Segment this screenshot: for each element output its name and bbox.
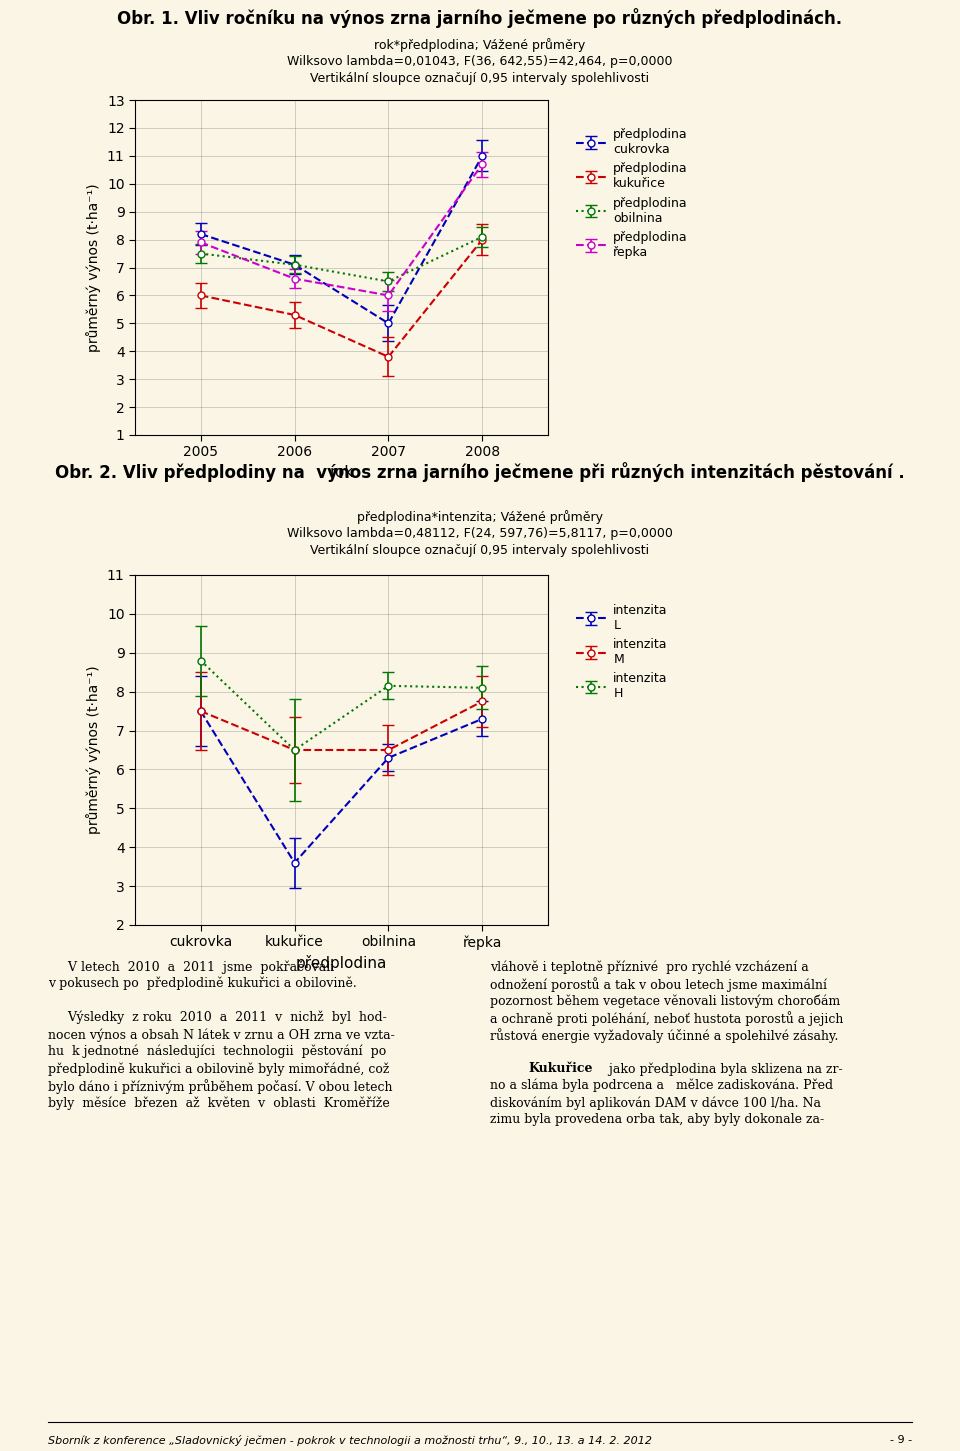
- Text: Wilksovo lambda=0,48112, F(24, 597,76)=5,8117, p=0,0000: Wilksovo lambda=0,48112, F(24, 597,76)=5…: [287, 527, 673, 540]
- Text: no a sláma byla podrcena a   mělce zadiskována. Před: no a sláma byla podrcena a mělce zadisko…: [490, 1080, 833, 1093]
- Text: diskováním byl aplikován DAM v dávce 100 l/ha. Na: diskováním byl aplikován DAM v dávce 100…: [490, 1096, 821, 1110]
- Text: zimu byla provedena orba tak, aby byly dokonale za-: zimu byla provedena orba tak, aby byly d…: [490, 1113, 824, 1126]
- Text: Obr. 2. Vliv předplodiny na  výnos zrna jarního ječmene při různých intenzitách : Obr. 2. Vliv předplodiny na výnos zrna j…: [55, 461, 905, 482]
- X-axis label: předplodina: předplodina: [296, 955, 387, 972]
- Text: jako předplodina byla sklizena na zr-: jako předplodina byla sklizena na zr-: [605, 1062, 843, 1075]
- Text: předplodina*intenzita; Vážené průměry: předplodina*intenzita; Vážené průměry: [357, 509, 603, 524]
- Text: - 9 -: - 9 -: [890, 1435, 912, 1445]
- Text: a ochraně proti poléhání, neboť hustota porostů a jejich: a ochraně proti poléhání, neboť hustota …: [490, 1011, 844, 1026]
- Text: bylo dáno i příznivým průběhem počasí. V obou letech: bylo dáno i příznivým průběhem počasí. V…: [48, 1080, 393, 1094]
- Text: nocen výnos a obsah N látek v zrnu a OH zrna ve vzta-: nocen výnos a obsah N látek v zrnu a OH …: [48, 1027, 395, 1042]
- Text: odnožení porostů a tak v obou letech jsme maximální: odnožení porostů a tak v obou letech jsm…: [490, 977, 827, 992]
- Text: Vertikální sloupce označují 0,95 intervaly spolehlivosti: Vertikální sloupce označují 0,95 interva…: [310, 544, 650, 557]
- Text: rok*předplodina; Vážené průměry: rok*předplodina; Vážené průměry: [374, 38, 586, 52]
- Text: v pokusech po  předplodině kukuřici a obilovině.: v pokusech po předplodině kukuřici a obi…: [48, 977, 357, 991]
- Text: Wilksovo lambda=0,01043, F(36, 642,55)=42,464, p=0,0000: Wilksovo lambda=0,01043, F(36, 642,55)=4…: [287, 55, 673, 68]
- Text: pozornost během vegetace věnovali listovým choroбám: pozornost během vegetace věnovali listov…: [490, 994, 840, 1007]
- Y-axis label: průměrný výnos (t·ha⁻¹): průměrný výnos (t·ha⁻¹): [86, 666, 101, 834]
- X-axis label: rok: rok: [329, 464, 353, 480]
- Text: Obr. 1. Vliv ročníku na výnos zrna jarního ječmene po různých předplodinách.: Obr. 1. Vliv ročníku na výnos zrna jarní…: [117, 9, 843, 28]
- Text: byly  měsíce  březen  až  květen  v  oblasti  Kroměříže: byly měsíce březen až květen v oblasti K…: [48, 1096, 390, 1110]
- Text: Vertikální sloupce označují 0,95 intervaly spolehlivosti: Vertikální sloupce označují 0,95 interva…: [310, 73, 650, 86]
- Text: Kukuřice: Kukuřice: [528, 1062, 593, 1075]
- Text: hu  k jednotné  následujíci  technologii  pěstování  po: hu k jednotné následujíci technologii pě…: [48, 1045, 386, 1058]
- Text: předplodině kukuřici a obilovině byly mimořádné, což: předplodině kukuřici a obilovině byly mi…: [48, 1062, 390, 1075]
- Text: Výsledky  z roku  2010  a  2011  v  nichž  byl  hod-: Výsledky z roku 2010 a 2011 v nichž byl …: [48, 1011, 387, 1024]
- Text: růstová energie vyžadovaly účinné a spolehilvé zásahy.: růstová energie vyžadovaly účinné a spol…: [490, 1027, 838, 1043]
- Text: V letech  2010  a  2011  jsme  pokřačovali: V letech 2010 a 2011 jsme pokřačovali: [48, 961, 334, 974]
- Text: Sborník z konference „Sladovnický ječmen - pokrok v technologii a možnosti trhu“: Sborník z konference „Sladovnický ječmen…: [48, 1435, 652, 1447]
- Legend: intenzita
L, intenzita
M, intenzita
H: intenzita L, intenzita M, intenzita H: [571, 599, 673, 705]
- Legend: předplodina
cukrovka, předplodina
kukuřice, předplodina
obilnina, předplodina
ře: předplodina cukrovka, předplodina kukuři…: [571, 123, 693, 264]
- Y-axis label: průměrný výnos (t·ha⁻¹): průměrný výnos (t·ha⁻¹): [86, 183, 101, 351]
- Text: vláhově i teplotně příznivé  pro rychlé vzcházení a: vláhově i teplotně příznivé pro rychlé v…: [490, 961, 808, 974]
